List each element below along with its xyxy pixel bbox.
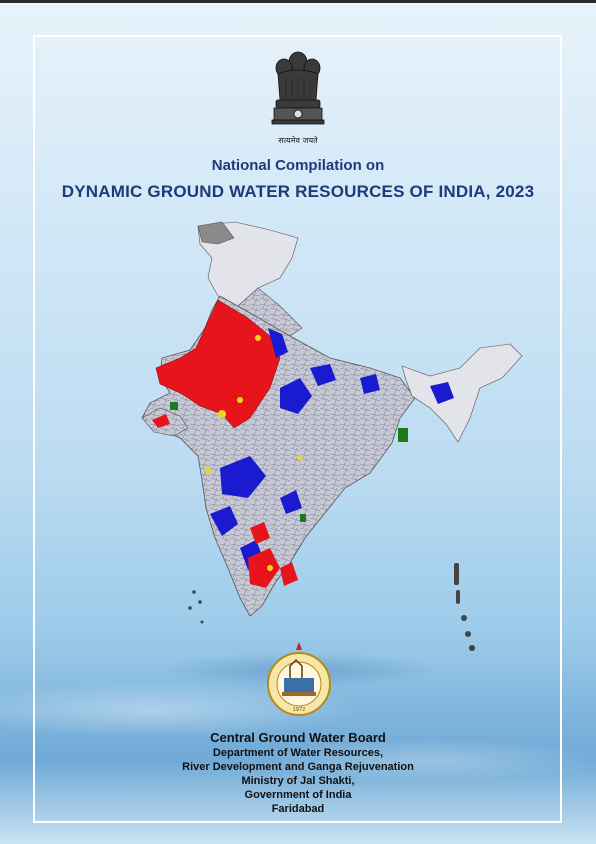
cover-frame	[33, 35, 562, 823]
publisher-line-2: River Development and Ganga Rejuvenation	[182, 761, 414, 773]
seal-year: 1972	[293, 707, 306, 713]
emblem-motto: सत्यमेव जयते	[278, 136, 318, 145]
national-emblem-icon	[271, 51, 325, 125]
publisher-line-4: Government of India	[244, 789, 352, 801]
publisher-line-5: Faridabad	[271, 803, 325, 815]
india-groundwater-map	[141, 221, 523, 651]
publisher-line-3: Ministry of Jal Shakti,	[241, 775, 355, 787]
title-line-1: National Compilation on	[211, 157, 385, 174]
top-edge	[0, 0, 596, 3]
title-line-2: DYNAMIC GROUND WATER RESOURCES OF INDIA,…	[61, 182, 535, 201]
publisher-org: Central Ground Water Board	[210, 730, 386, 745]
publisher-line-1: Department of Water Resources,	[212, 747, 384, 759]
cgwb-seal-icon: 1972	[267, 642, 331, 716]
